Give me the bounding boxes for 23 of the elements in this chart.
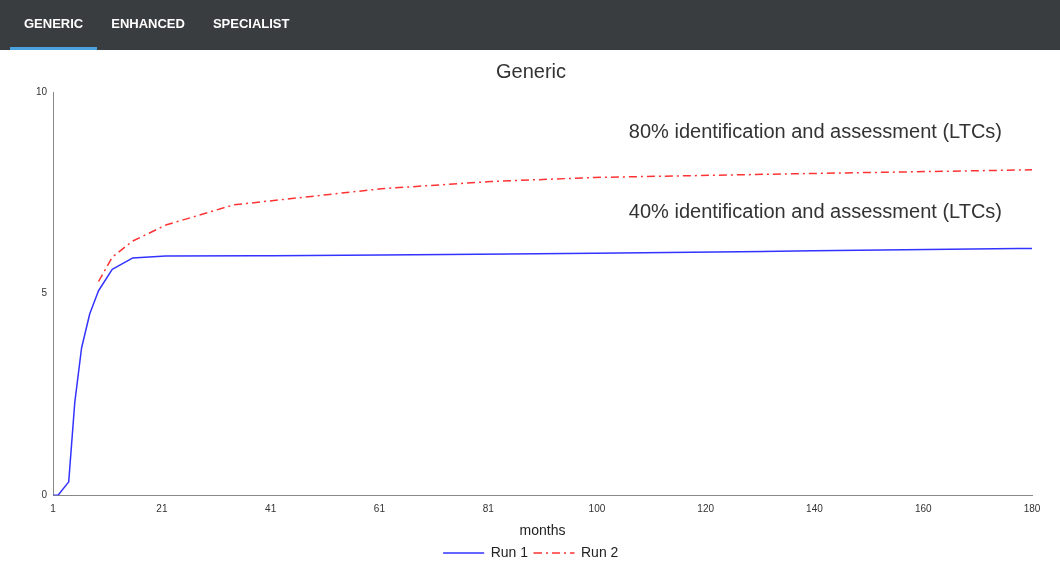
annotation: 80% identification and assessment (LTCs) [628,119,1002,142]
x-tick-label: 41 [265,502,277,514]
x-tick-label: 160 [914,502,933,514]
x-tick-label: 120 [697,502,715,514]
legend-label: Run 2 [581,543,619,560]
x-tick-label: 81 [482,502,495,514]
y-tick-label: 10 [36,85,48,97]
x-tick-label: 100 [588,502,606,514]
text: GENERIC [10,0,98,50]
annotation: 40% identification and assessment (LTCs) [628,199,1002,222]
text: ENHANCED [110,15,186,33]
x-tick-label: 61 [373,502,386,514]
x-tick-label: 180 [1023,502,1041,514]
y-tick-label: 0 [41,488,48,500]
x-axis-title: months [519,522,566,539]
text: SPECIALIST [211,15,291,33]
legend-label: Run 1 [490,543,529,560]
x-tick-label: 140 [806,502,824,514]
chart-title: Generic [495,59,567,82]
x-tick-label: 21 [156,502,168,514]
y-tick-label: 5 [41,287,48,299]
x-tick-label: 1 [50,502,57,514]
line-series [97,169,1032,283]
